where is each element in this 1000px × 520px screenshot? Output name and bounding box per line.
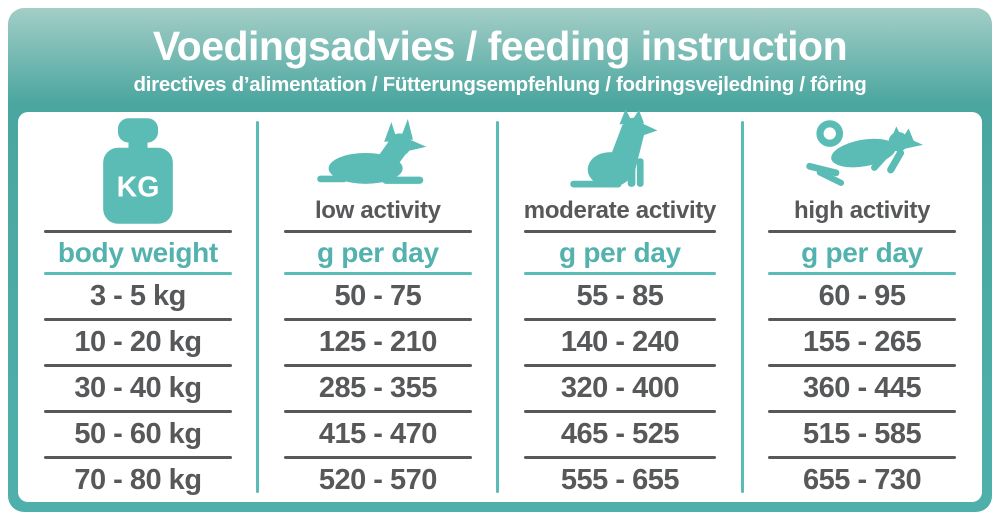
high-activity-label: high activity [793, 197, 931, 224]
value-cell: 465 - 525 [560, 418, 680, 450]
moderate-activity-rows: 55 - 85 140 - 240 320 - 400 465 - 525 55… [523, 275, 717, 502]
divider-line [283, 230, 472, 233]
row-divider [523, 410, 717, 413]
low-activity-label: low activity [314, 197, 441, 224]
column-moderate-activity: moderate activity g per day 55 - 85 140 … [496, 109, 742, 502]
row-divider [768, 364, 956, 367]
lying-dog-icon [284, 112, 472, 192]
value-cell: 55 - 85 [576, 280, 664, 312]
column-divider [740, 121, 744, 493]
row-divider [44, 364, 232, 367]
divider-line [44, 230, 232, 233]
divider-line [523, 230, 717, 233]
value-cell: 555 - 655 [560, 464, 680, 496]
row-divider [768, 456, 956, 459]
row-divider [523, 364, 717, 367]
divider-line [523, 272, 717, 275]
feeding-guide-card: Voedingsadvies / feeding instruction dir… [8, 8, 992, 512]
column-divider [496, 121, 500, 493]
low-unit-label: g per day [316, 236, 439, 268]
high-unit-label: g per day [801, 236, 923, 268]
moderate-activity-label: moderate activity [523, 197, 717, 224]
kg-icon-label: KG [117, 171, 160, 203]
row-divider [44, 410, 232, 413]
value-cell: 655 - 730 [803, 464, 922, 496]
value-cell: 415 - 470 [318, 418, 438, 450]
row-divider [768, 318, 956, 321]
kg-weight-icon: KG [44, 112, 232, 230]
value-cell: 50 - 75 [334, 280, 422, 312]
high-activity-rows: 60 - 95 155 - 265 360 - 445 515 - 585 65… [768, 275, 956, 502]
value-cell: 140 - 240 [560, 326, 680, 358]
row-divider [768, 410, 956, 413]
value-cell: 360 - 445 [803, 372, 922, 404]
value-cell: 515 - 585 [803, 418, 922, 450]
feeding-table: KG body weight 3 - 5 kg 10 - 20 kg 30 - … [18, 109, 982, 502]
card-header: Voedingsadvies / feeding instruction dir… [8, 8, 992, 104]
weight-cell: 50 - 60 kg [74, 418, 202, 450]
weight-cell: 70 - 80 kg [74, 464, 202, 496]
weight-cell: 10 - 20 kg [74, 326, 202, 358]
column-low-activity: low activity g per day 50 - 75 125 - 210… [256, 112, 498, 502]
weight-rows: 3 - 5 kg 10 - 20 kg 30 - 40 kg 50 - 60 k… [44, 275, 232, 502]
value-cell: 60 - 95 [818, 280, 906, 312]
jumping-dog-icon [768, 112, 956, 192]
value-cell: 125 - 210 [318, 326, 438, 358]
moderate-unit-label: g per day [559, 236, 681, 268]
column-body-weight: KG body weight 3 - 5 kg 10 - 20 kg 30 - … [18, 112, 258, 502]
weight-cell: 3 - 5 kg [89, 280, 186, 312]
page-subtitle: directives d’alimentation / Fütterungsem… [133, 73, 867, 96]
value-cell: 520 - 570 [318, 464, 438, 496]
divider-line [768, 272, 956, 275]
divider-line [44, 272, 232, 275]
value-cell: 320 - 400 [560, 372, 680, 404]
value-cell: 155 - 265 [803, 326, 922, 358]
row-divider [283, 456, 472, 459]
row-divider [283, 364, 472, 367]
column-high-activity: high activity g per day 60 - 95 155 - 26… [740, 112, 982, 502]
divider-line [283, 272, 472, 275]
weight-cell: 30 - 40 kg [74, 372, 202, 404]
page-title: Voedingsadvies / feeding instruction [152, 23, 848, 69]
row-divider [283, 410, 472, 413]
row-divider [44, 318, 232, 321]
value-cell: 285 - 355 [318, 372, 438, 404]
body-weight-label: body weight [57, 236, 218, 268]
sitting-dog-icon [524, 109, 716, 192]
column-divider [256, 121, 260, 493]
row-divider [523, 318, 717, 321]
row-divider [523, 456, 717, 459]
row-divider [283, 318, 472, 321]
row-divider [44, 456, 232, 459]
divider-line [768, 230, 956, 233]
low-activity-rows: 50 - 75 125 - 210 285 - 355 415 - 470 52… [283, 275, 472, 502]
